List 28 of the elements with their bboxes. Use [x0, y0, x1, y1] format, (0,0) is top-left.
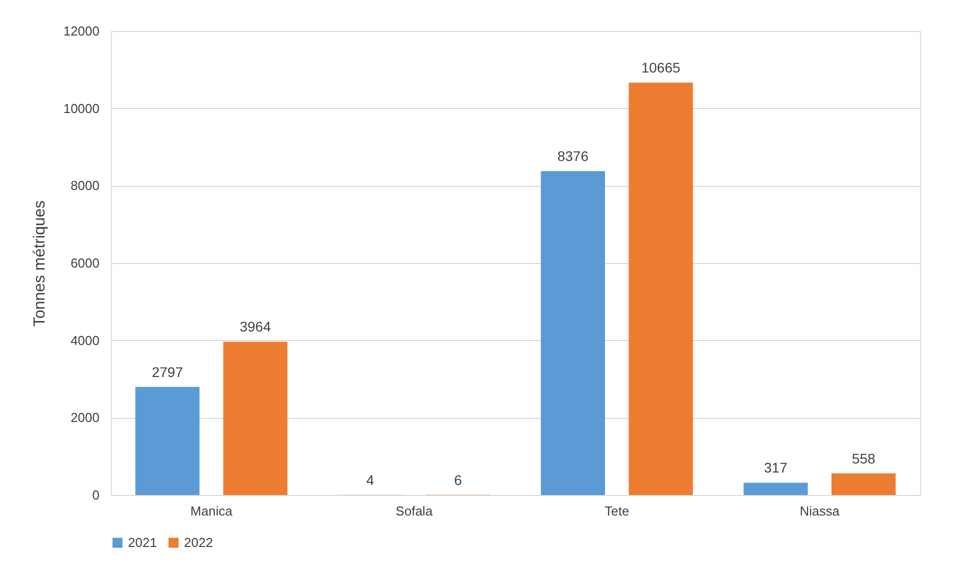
x-tick-label: Manica	[190, 504, 234, 518]
legend-label: 2022	[184, 534, 213, 550]
bar	[744, 482, 808, 495]
y-tick-label: 8000	[70, 178, 100, 194]
data-label: 2797	[152, 364, 184, 380]
bar	[223, 342, 288, 495]
y-tick-label: 12000	[63, 24, 100, 38]
x-tick-label: Niassa	[800, 504, 840, 518]
x-tick-label: Sofala	[396, 504, 434, 518]
y-tick-label: 6000	[70, 256, 100, 270]
legend-label: 2021	[128, 534, 157, 550]
x-tick-label: Tete	[604, 504, 630, 518]
y-tick-label: 0	[92, 488, 100, 502]
data-label: 8376	[557, 148, 589, 164]
bar	[135, 386, 200, 495]
data-label: 10665	[641, 60, 681, 76]
bar	[832, 473, 896, 495]
y-tick-label: 2000	[70, 410, 100, 426]
bar	[540, 171, 606, 495]
y-tick-label: 4000	[70, 332, 100, 348]
y-tick-label: 10000	[63, 100, 100, 116]
y-axis-title: Tonnes métriques	[31, 200, 48, 327]
bar	[628, 82, 693, 495]
data-label: 558	[852, 450, 876, 466]
data-label: 3964	[240, 318, 272, 335]
data-label: 4	[366, 472, 374, 488]
data-label: 317	[764, 460, 788, 476]
data-label: 6	[454, 472, 462, 488]
